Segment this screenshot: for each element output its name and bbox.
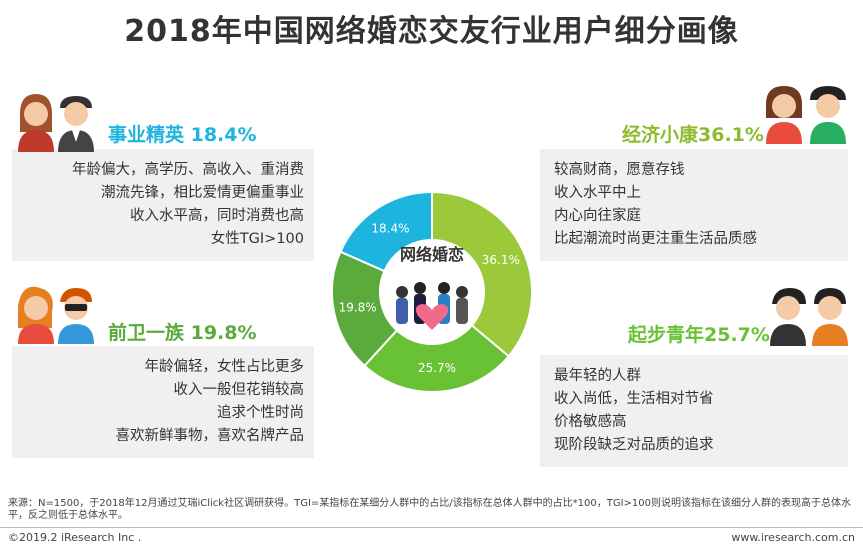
segment-card-elite: 年龄偏大，高学历、高收入、重消费 潮流先锋，相比爱情更偏重事业 收入水平高，同时…	[12, 149, 314, 261]
source-note: 来源：N=1500，于2018年12月通过艾瑞iClick社区调研获得。TGI=…	[8, 498, 852, 521]
segment-line: 收入一般但花销较高	[173, 382, 305, 398]
vanguard-avatars-illustration	[18, 286, 94, 344]
segment-line: 内心向往家庭	[554, 208, 641, 224]
comfort-avatars-illustration	[766, 86, 846, 144]
segment-line: 年龄偏大，高学历、高收入、重消费	[72, 162, 304, 178]
couple-group-illustration	[396, 282, 468, 330]
segment-line: 最年轻的人群	[554, 368, 641, 384]
segment-line: 喜欢新鲜事物，喜欢名牌产品	[115, 428, 305, 444]
segment-line: 潮流先锋，相比爱情更偏重事业	[101, 185, 304, 201]
youth-avatars-illustration	[770, 288, 848, 346]
donut-slice-label: 19.8%	[339, 301, 377, 315]
segment-line: 现阶段缺乏对品质的追求	[554, 437, 714, 453]
donut-slice-label: 18.4%	[371, 221, 409, 235]
segment-line: 较高财商，愿意存钱	[554, 162, 685, 178]
segment-title-comfort: 经济小康36.1%	[622, 124, 764, 146]
segment-donut-chart: 36.1% 25.7% 19.8% 18.4% 网络婚恋	[331, 190, 533, 393]
segment-line: 比起潮流时尚更注重生活品质感	[554, 231, 757, 247]
donut-slice	[431, 190, 533, 358]
segment-line: 追求个性时尚	[217, 405, 304, 421]
segment-line: 年龄偏轻，女性占比更多	[144, 359, 305, 375]
segment-line: 收入水平中上	[554, 185, 641, 201]
page-title: 2018年中国网络婚恋交友行业用户细分画像	[124, 14, 739, 49]
elite-avatars-illustration	[18, 94, 94, 152]
segment-line: 收入尚低，生活相对节省	[554, 391, 714, 407]
footer-divider	[0, 527, 863, 528]
segment-card-youth: 最年轻的人群 收入尚低，生活相对节省 价格敏感高 现阶段缺乏对品质的追求	[540, 355, 848, 467]
segment-card-comfort: 较高财商，愿意存钱 收入水平中上 内心向往家庭 比起潮流时尚更注重生活品质感	[540, 149, 848, 261]
segment-line: 女性TGI>100	[210, 231, 304, 247]
segment-line: 收入水平高，同时消费也高	[130, 208, 304, 224]
donut-center-label: 网络婚恋	[400, 245, 464, 264]
website-text: www.iresearch.com.cn	[731, 531, 855, 544]
segment-title-vanguard: 前卫一族 19.8%	[108, 322, 257, 344]
segment-card-vanguard: 年龄偏轻，女性占比更多 收入一般但花销较高 追求个性时尚 喜欢新鲜事物，喜欢名牌…	[12, 346, 314, 458]
copyright-text: ©2019.2 iResearch Inc .	[8, 531, 142, 544]
donut-slice-label: 36.1%	[482, 253, 520, 267]
segment-title-youth: 起步青年25.7%	[628, 324, 770, 346]
segment-line: 价格敏感高	[554, 414, 627, 430]
donut-slice-label: 25.7%	[418, 361, 456, 375]
segment-title-elite: 事业精英 18.4%	[108, 124, 257, 146]
